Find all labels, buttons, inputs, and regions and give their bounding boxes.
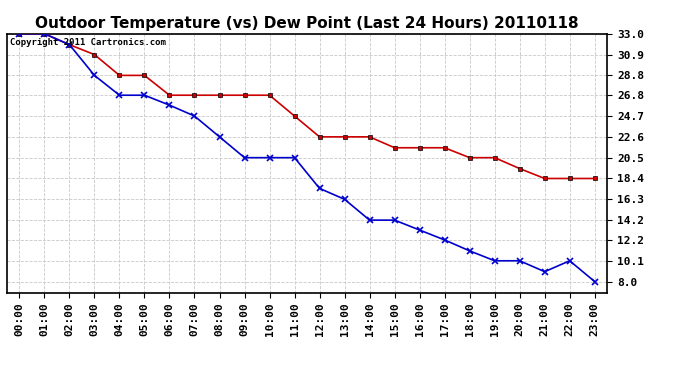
Title: Outdoor Temperature (vs) Dew Point (Last 24 Hours) 20110118: Outdoor Temperature (vs) Dew Point (Last… bbox=[35, 16, 579, 31]
Text: Copyright 2011 Cartronics.com: Copyright 2011 Cartronics.com bbox=[10, 38, 166, 46]
